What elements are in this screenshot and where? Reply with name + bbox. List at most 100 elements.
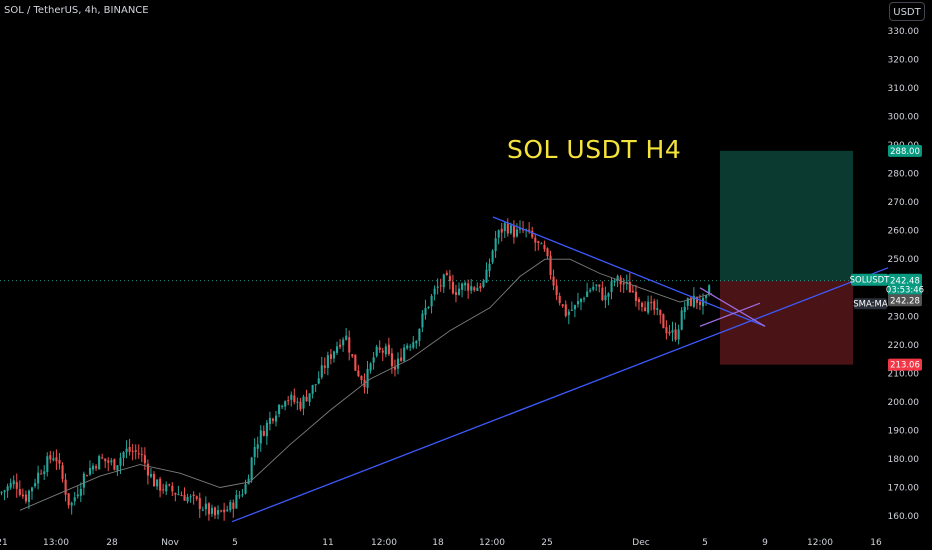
- candle-body: [46, 456, 49, 472]
- candle-body: [210, 507, 214, 514]
- candle-body: [451, 282, 454, 294]
- candle-body: [564, 304, 567, 316]
- candle-body: [393, 366, 397, 370]
- support-trendline-highlight[interactable]: [699, 302, 761, 327]
- candle-body: [692, 295, 695, 307]
- candle-body: [461, 283, 464, 290]
- resistance-trendline[interactable]: [492, 216, 766, 327]
- candle-body: [427, 306, 430, 309]
- candle-body: [366, 369, 369, 388]
- candle-body: [101, 457, 104, 459]
- candle-body: [436, 286, 439, 288]
- candle-body: [271, 418, 275, 421]
- time-tick-label: 12:00: [371, 538, 397, 548]
- support-trendline[interactable]: [231, 267, 889, 523]
- candle-body: [43, 471, 46, 475]
- target-zone: [720, 150, 853, 281]
- stop-zone: [720, 280, 853, 365]
- candle-body: [189, 496, 192, 498]
- candle-body: [448, 275, 451, 282]
- candle-body: [214, 507, 217, 516]
- candle-body: [311, 385, 314, 394]
- time-tick-label: 18: [432, 538, 444, 548]
- candle-body: [659, 309, 662, 316]
- price-tick-label: 250.00: [888, 255, 920, 265]
- candle-body: [485, 269, 488, 283]
- candle-body: [610, 281, 613, 293]
- candle-body: [686, 298, 689, 306]
- candle-body: [558, 296, 561, 304]
- candle-body: [586, 291, 589, 297]
- symbol-badge-bg: [851, 273, 888, 286]
- candle-body: [360, 376, 363, 380]
- candle-body: [159, 478, 162, 491]
- candle-body: [296, 401, 299, 403]
- candle-body: [88, 468, 92, 475]
- candle-body: [95, 466, 98, 469]
- candle-body: [18, 489, 21, 495]
- candle-body: [293, 395, 296, 402]
- candle-body: [400, 357, 403, 361]
- candle-body: [177, 494, 180, 496]
- candle-body: [98, 456, 101, 470]
- candle-body: [92, 465, 95, 470]
- candle-body: [326, 355, 329, 369]
- candle-body: [320, 365, 323, 378]
- candle-body: [433, 288, 436, 295]
- candle-body: [601, 287, 604, 301]
- candle-body: [168, 484, 171, 486]
- candle-body: [573, 305, 576, 310]
- candle-body: [82, 473, 85, 488]
- candle-body: [589, 290, 592, 292]
- candle-body: [515, 229, 519, 237]
- candle-body: [650, 302, 653, 304]
- candle-body: [253, 447, 256, 458]
- candle-body: [195, 496, 198, 499]
- candle-body: [134, 450, 137, 452]
- candle-body: [506, 223, 509, 234]
- candle-body: [665, 327, 668, 334]
- candle-body: [570, 309, 573, 311]
- sma-line: [19, 258, 713, 511]
- candle-body: [226, 509, 229, 512]
- resistance-trendline-extension[interactable]: [699, 287, 766, 327]
- candle-body: [317, 378, 320, 384]
- candle-body: [540, 243, 543, 245]
- candle-body: [470, 285, 473, 291]
- candle-body: [299, 401, 302, 410]
- candle-body: [85, 475, 88, 477]
- candle-body: [705, 295, 708, 298]
- candle-body: [351, 354, 354, 357]
- candle-body: [497, 230, 500, 238]
- candle-body: [662, 314, 665, 329]
- candle-body: [494, 238, 497, 251]
- time-tick-label: 5: [702, 538, 708, 548]
- candle-body: [262, 431, 265, 436]
- candle-body: [641, 302, 644, 307]
- current-price-label: 242.48: [890, 277, 920, 287]
- candle-body: [387, 344, 390, 354]
- candle-body: [174, 493, 177, 495]
- candle-body: [708, 285, 711, 295]
- chart-annotation: SOL USDT H4: [507, 135, 682, 164]
- candle-body: [424, 307, 427, 315]
- candle-body: [442, 274, 445, 288]
- candle-body: [15, 482, 18, 489]
- currency-button[interactable]: USDT: [889, 2, 925, 21]
- candle-body: [381, 350, 384, 353]
- countdown-label: 03:53:46: [886, 286, 924, 296]
- candle-body: [332, 351, 336, 359]
- sma-badge-bg: [854, 298, 887, 310]
- price-tick-label: 280.00: [888, 170, 920, 180]
- candle-body: [503, 223, 506, 232]
- candle-body: [265, 422, 268, 437]
- candle-body: [336, 346, 339, 353]
- candle-body: [192, 494, 195, 496]
- candle-body: [31, 487, 34, 492]
- sma-value-label-bg: [888, 294, 922, 307]
- candle-body: [137, 453, 140, 455]
- candle-body: [644, 307, 647, 312]
- candle-body: [604, 295, 607, 301]
